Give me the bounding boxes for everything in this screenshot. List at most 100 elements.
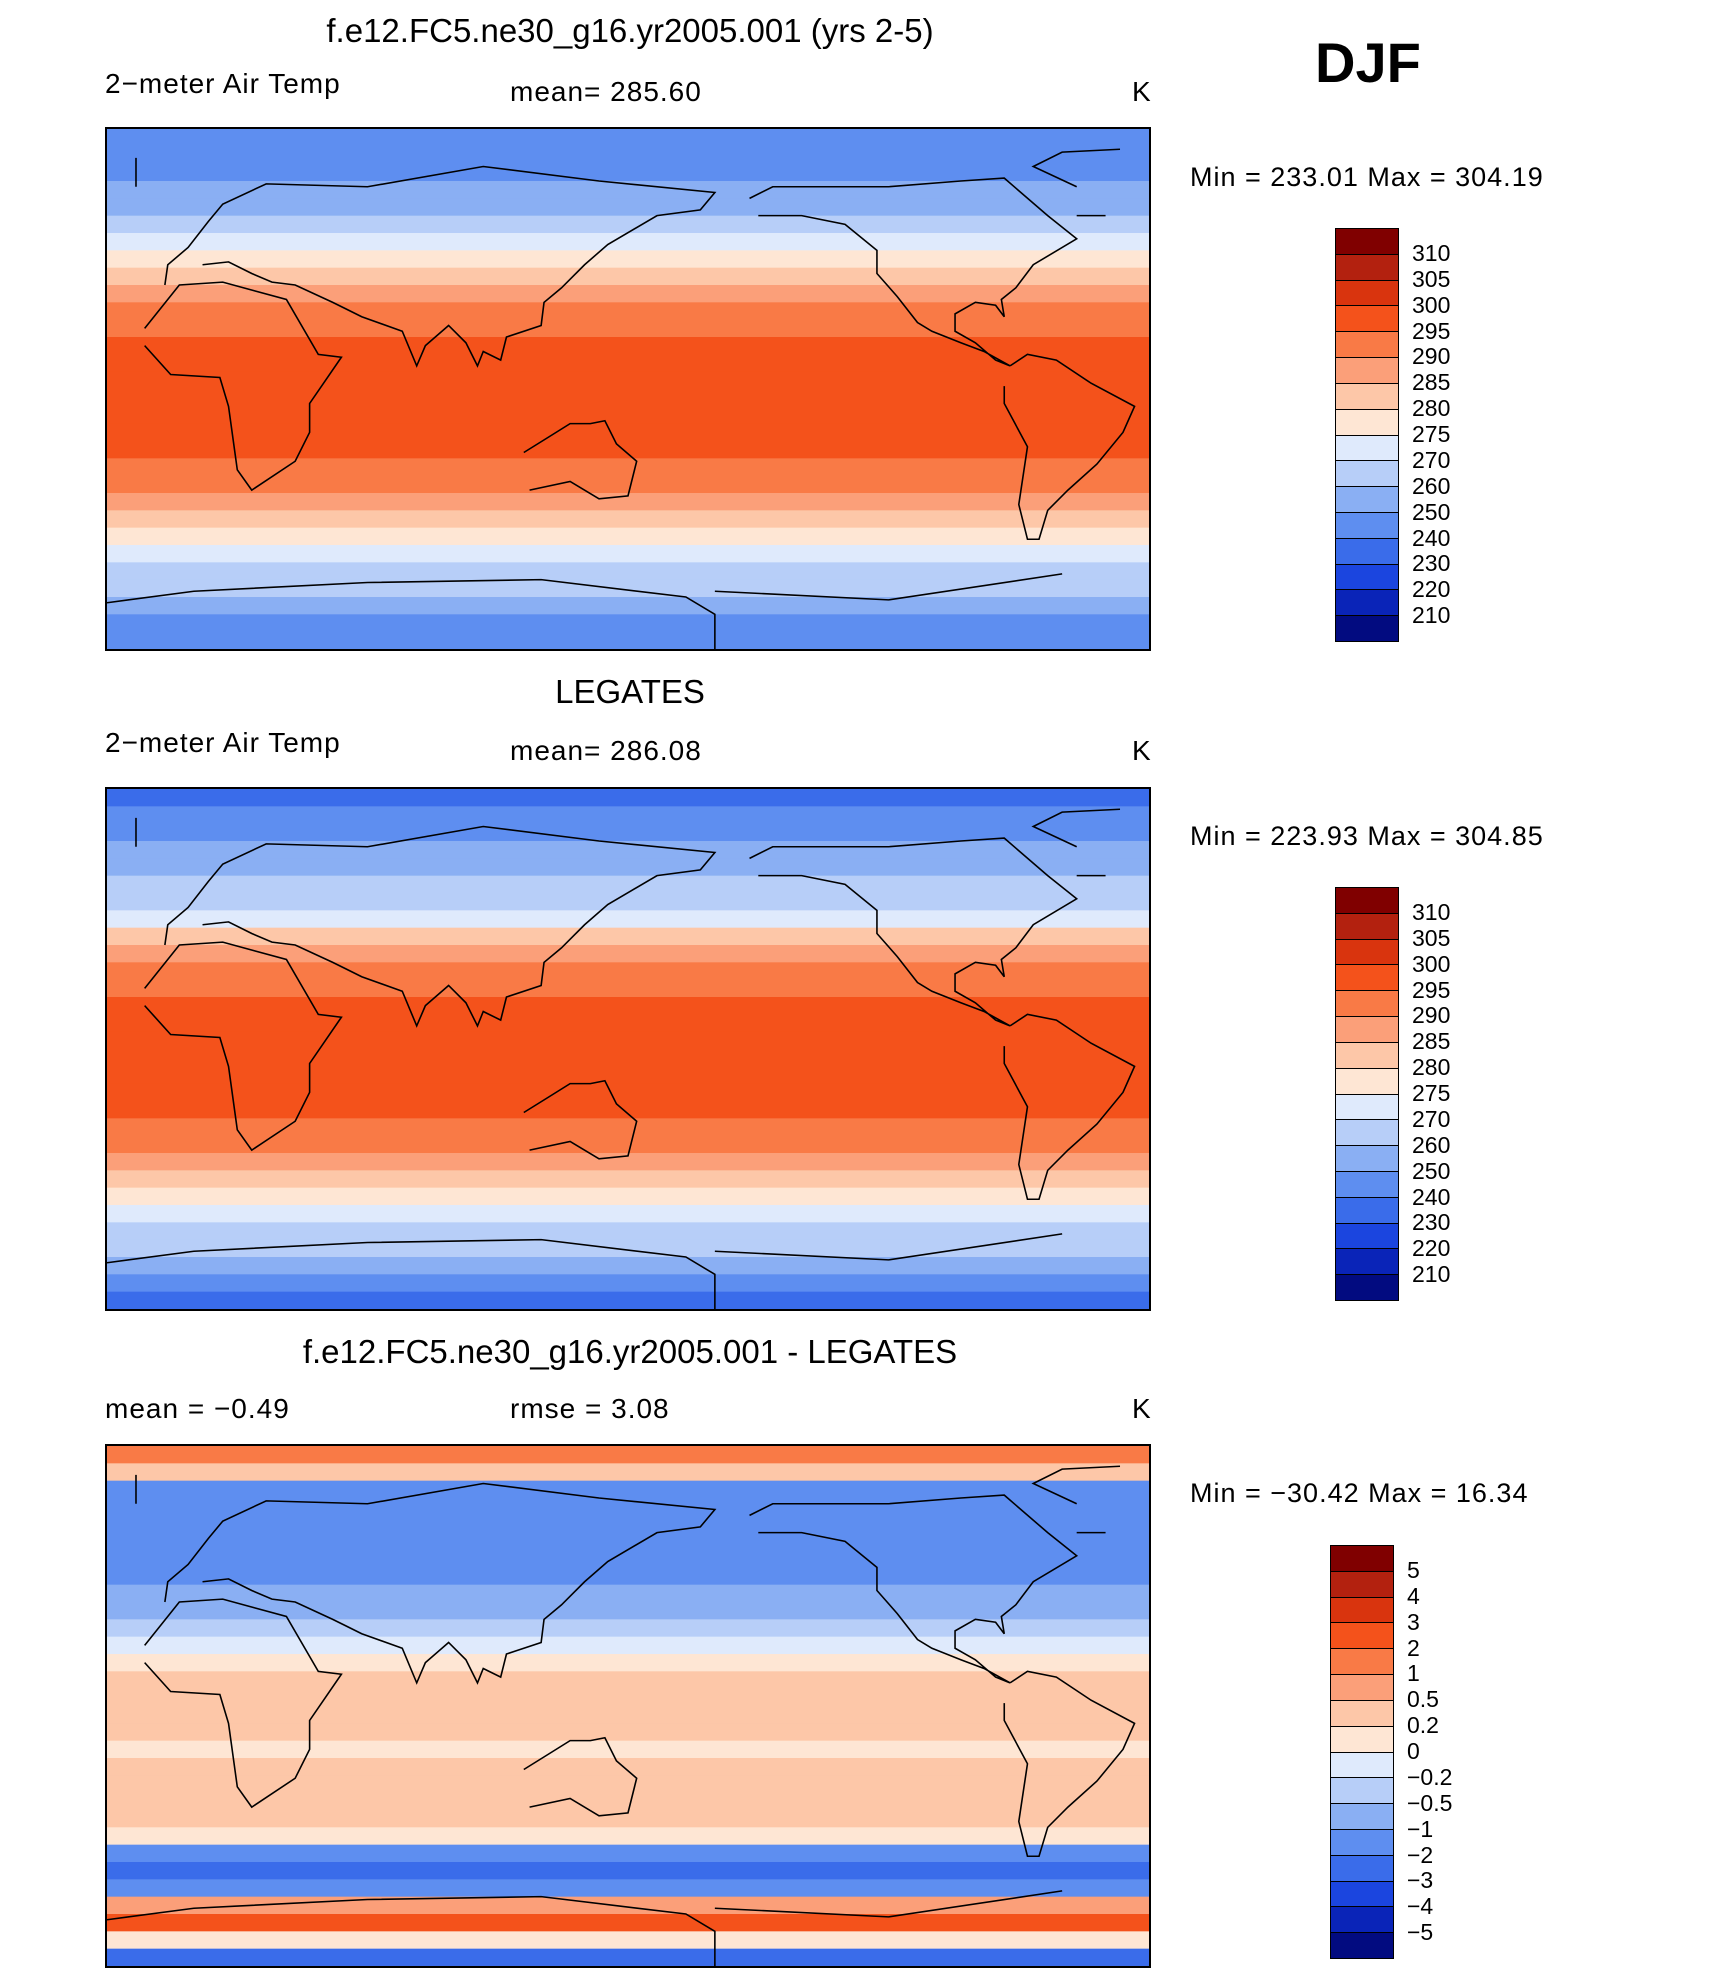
panel1-title: f.e12.FC5.ne30_g16.yr2005.001 (yrs 2-5) — [326, 12, 934, 49]
colorbar-swatch — [1336, 358, 1398, 384]
colorbar-tick-label: 270 — [1412, 446, 1451, 473]
colorbar-swatch — [1336, 1171, 1398, 1198]
colorbar-tick-label: −5 — [1407, 1919, 1434, 1946]
colorbar-swatch — [1336, 487, 1398, 513]
colorbar-swatch — [1331, 1804, 1393, 1830]
colorbar-swatch — [1336, 1275, 1398, 1300]
colorbar-tick-label: −3 — [1407, 1867, 1434, 1894]
coastline-namerica — [749, 1494, 1079, 1684]
map-latitude-band — [107, 1636, 1149, 1655]
colorbar-tick-label: 4 — [1407, 1582, 1420, 1609]
colorbar-tick-label: 275 — [1412, 1080, 1451, 1106]
map-latitude-band — [107, 1187, 1149, 1206]
panel3-colorbar-ticks: 5 4 3 2 1 0.5 0.2 0 −0.2 −0.5 −1 −2 −3 −4 −5 — [1407, 1545, 1507, 1959]
map-latitude-band — [107, 302, 1149, 321]
colorbar-tick-label: 270 — [1412, 1105, 1451, 1132]
map-latitude-band — [107, 1844, 1149, 1863]
colorbar-swatch — [1336, 461, 1398, 488]
coastline-antarctica — [107, 1890, 1063, 1966]
map-latitude-band — [107, 267, 1149, 286]
colorbar-swatch — [1336, 280, 1398, 307]
colorbar-tick-label: 210 — [1412, 1261, 1451, 1288]
coastline-eurasia — [164, 165, 717, 368]
map-latitude-band — [107, 233, 1149, 251]
panel3-minmax: Min = −30.42 Max = 16.34 — [1190, 1478, 1529, 1508]
map-latitude-band — [107, 1584, 1149, 1603]
colorbar-swatch — [1331, 1855, 1393, 1882]
map-latitude-band — [107, 510, 1149, 529]
map-latitude-band — [107, 1049, 1149, 1067]
map-latitude-band — [107, 1170, 1149, 1189]
colorbar-tick-label: 295 — [1412, 976, 1451, 1003]
panel2-colorbar-ticks: 310 305 300 295 290 285 280 275 270 260 250 240 230 2… — [1412, 887, 1502, 1301]
colorbar-tick-label: 295 — [1412, 317, 1451, 344]
map-latitude-band — [107, 1688, 1149, 1707]
coastline-greenland — [135, 148, 1121, 217]
colorbar-swatch — [1331, 1546, 1393, 1572]
coastline-greenland — [135, 1465, 1121, 1534]
colorbar-swatch — [1331, 1649, 1393, 1676]
map-latitude-band — [107, 910, 1149, 929]
colorbar-tick-label: −1 — [1407, 1815, 1434, 1842]
colorbar-swatch — [1336, 991, 1398, 1018]
colorbar-tick-label: −0.2 — [1407, 1763, 1453, 1790]
colorbar-tick-label: 290 — [1412, 1002, 1451, 1029]
colorbar-swatch — [1336, 512, 1398, 539]
panel1-map — [105, 127, 1151, 651]
map-latitude-band — [107, 1879, 1149, 1898]
map-latitude-band — [107, 1291, 1149, 1309]
coastline-samerica — [1003, 1670, 1136, 1858]
colorbar-tick-label: −4 — [1407, 1893, 1434, 1920]
map-latitude-band — [107, 285, 1149, 303]
map-latitude-band — [107, 597, 1149, 615]
panel3-colorbar — [1330, 1545, 1394, 1959]
colorbar-tick-label: 2 — [1407, 1634, 1420, 1661]
panel1-variable-label: 2−meter Air Temp — [105, 68, 341, 99]
colorbar-swatch — [1336, 616, 1398, 641]
map-latitude-band — [107, 371, 1149, 390]
map-latitude-band — [107, 1810, 1149, 1828]
colorbar-tick-label: 260 — [1412, 1131, 1451, 1158]
map-latitude-band — [107, 389, 1149, 407]
colorbar-swatch — [1331, 1829, 1393, 1856]
coastline-namerica — [749, 177, 1079, 367]
map-latitude-band — [107, 1515, 1149, 1534]
colorbar-tick-label: 230 — [1412, 550, 1451, 577]
map-latitude-band — [107, 806, 1149, 825]
coastline-eurasia — [164, 1482, 717, 1685]
colorbar-tick-label: 250 — [1412, 498, 1451, 525]
map-latitude-band — [107, 1205, 1149, 1223]
panel1-minmax: Min = 233.01 Max = 304.19 — [1190, 162, 1544, 192]
colorbar-tick-label: 300 — [1412, 291, 1451, 318]
map-latitude-band — [107, 423, 1149, 442]
map-latitude-band — [107, 181, 1149, 199]
colorbar-tick-label: 0 — [1407, 1738, 1420, 1764]
colorbar-swatch — [1336, 409, 1398, 436]
map-latitude-band — [107, 1257, 1149, 1275]
panel2-map — [105, 787, 1151, 1311]
map-latitude-band — [107, 1274, 1149, 1293]
colorbar-tick-label: 220 — [1412, 1235, 1451, 1262]
colorbar-swatch — [1331, 1675, 1393, 1701]
map-latitude-band — [107, 1723, 1149, 1742]
colorbar-swatch — [1331, 1700, 1393, 1727]
coastline-africa — [144, 281, 343, 492]
map-latitude-band — [107, 997, 1149, 1015]
coastline-samerica — [1003, 1013, 1136, 1201]
map-latitude-band — [107, 1862, 1149, 1880]
coastline-eurasia — [164, 825, 717, 1028]
season-label: DJF — [1315, 31, 1421, 94]
colorbar-swatch — [1336, 888, 1398, 914]
panel2-minmax: Min = 223.93 Max = 304.85 — [1190, 821, 1544, 851]
colorbar-swatch — [1336, 1146, 1398, 1172]
coastline-greenland — [135, 808, 1121, 877]
coastline-australia — [523, 419, 638, 500]
map-latitude-band — [107, 1671, 1149, 1690]
coastline-australia — [523, 1079, 638, 1160]
map-latitude-band — [107, 614, 1149, 633]
colorbar-tick-label: 290 — [1412, 343, 1451, 370]
map-latitude-band — [107, 875, 1149, 894]
colorbar-swatch — [1331, 1571, 1393, 1598]
colorbar-swatch — [1336, 590, 1398, 617]
map-latitude-band — [107, 841, 1149, 859]
